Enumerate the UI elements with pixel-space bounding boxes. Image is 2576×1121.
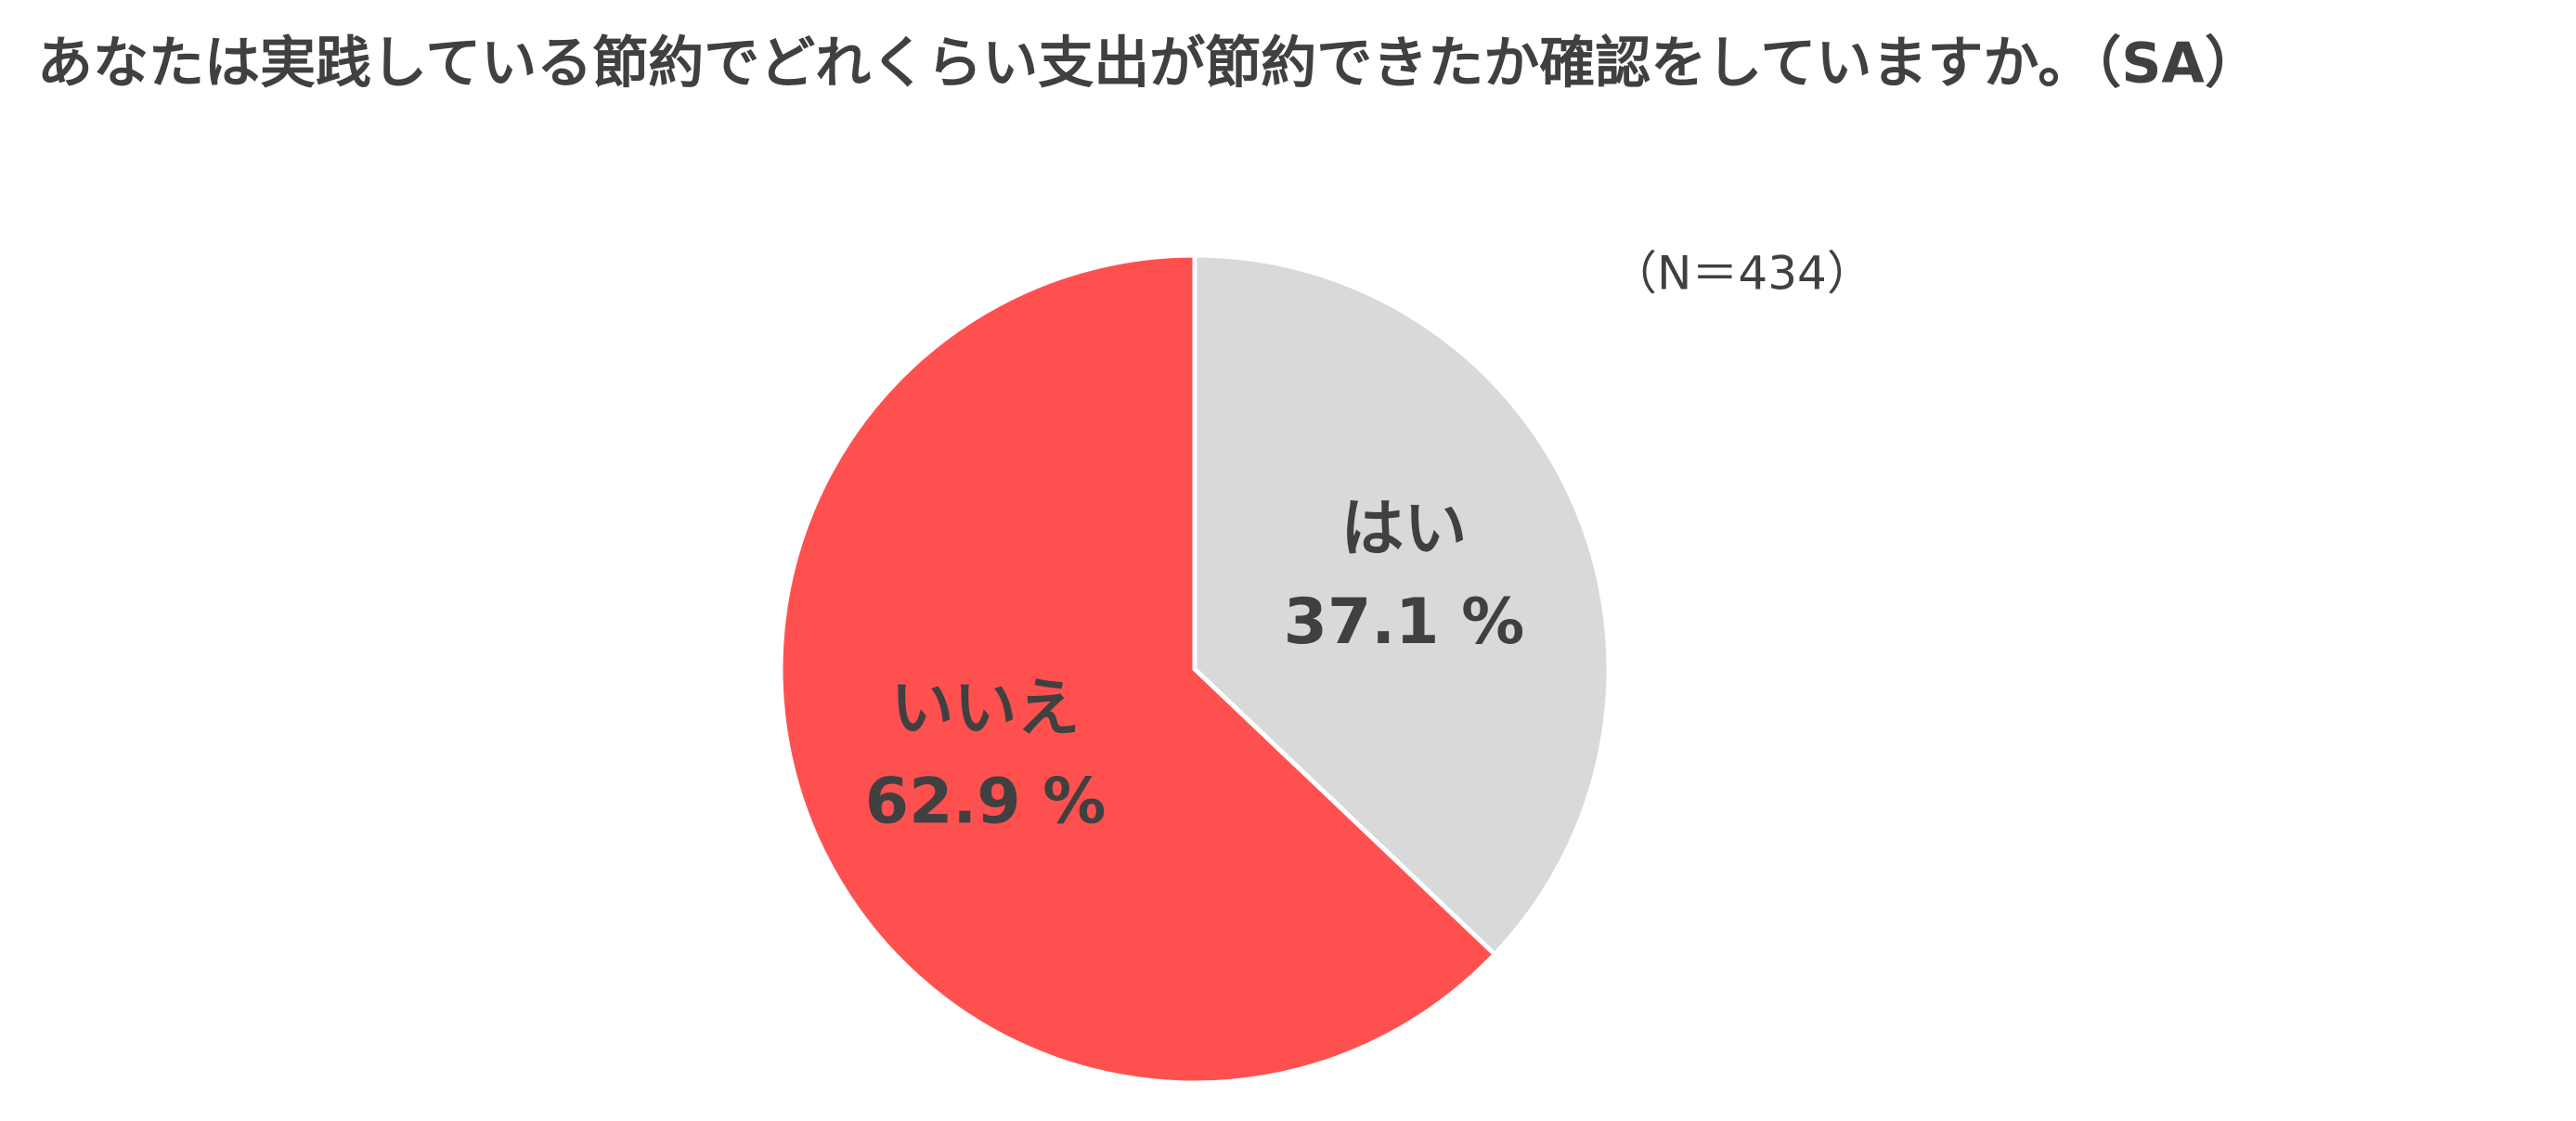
slice-category-label: はい <box>1340 493 1467 566</box>
pie-slice <box>1192 252 1612 958</box>
chart-subtitle: （N＝434） <box>1611 247 1873 301</box>
slice-category-label: いいえ <box>891 672 1081 745</box>
pie-slice <box>778 252 1498 1086</box>
slice-value-label: 37.1 % <box>1284 586 1525 659</box>
slice-value-label: 62.9 % <box>865 765 1107 838</box>
chart-title: あなたは実践している節約でどれくらい支出が節約できたか確認をしていますか。（SA… <box>37 32 2260 97</box>
